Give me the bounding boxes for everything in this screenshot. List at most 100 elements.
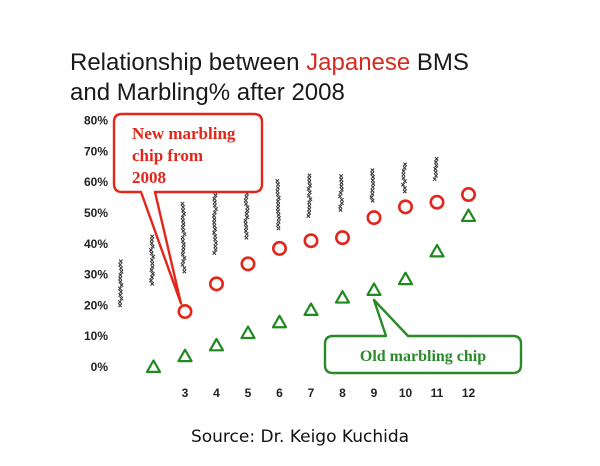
circle-marker <box>209 276 225 292</box>
y-axis: 0% 10% 20% 30% 40% 50% 60% 70% 80% <box>84 114 108 374</box>
triangle-marker <box>208 337 225 352</box>
cross-marker <box>243 222 248 227</box>
cross-marker <box>245 208 250 213</box>
callout-bubble <box>112 112 264 305</box>
y-tick-label: 20% <box>84 298 108 312</box>
title-part-1: Relationship between <box>70 49 307 76</box>
cross-marker <box>244 211 249 216</box>
cross-marker <box>213 247 218 252</box>
cross-marker <box>181 228 186 233</box>
y-tick-label: 80% <box>84 114 108 128</box>
cross-marker <box>213 193 218 198</box>
cross-marker <box>275 182 281 187</box>
cross-marker <box>243 201 249 206</box>
x-tick-label: 12 <box>462 386 476 400</box>
cross-marker <box>181 249 186 254</box>
triangle-marker <box>145 359 162 373</box>
cross-cluster <box>117 259 124 308</box>
y-tick-label: 0% <box>91 360 109 374</box>
cross-marker <box>370 185 375 190</box>
cross-marker <box>432 177 437 182</box>
new-chip-callout: New marbling chip from 2008 <box>112 112 264 305</box>
cross-marker <box>402 189 407 194</box>
triangle-marker <box>397 271 414 286</box>
cross-marker <box>149 258 154 263</box>
cross-marker <box>434 156 439 161</box>
cross-marker <box>212 210 217 215</box>
circle-markers <box>177 187 476 320</box>
cross-marker <box>433 173 439 178</box>
cross-marker <box>150 264 155 269</box>
cross-marker <box>213 240 218 245</box>
cross-marker <box>243 228 248 233</box>
cross-marker <box>180 235 185 240</box>
cross-marker <box>180 225 185 230</box>
cross-marker <box>118 293 123 298</box>
cross-marker <box>213 227 218 232</box>
cross-marker <box>244 232 249 237</box>
cross-marker <box>307 203 312 208</box>
cross-marker <box>182 255 187 261</box>
cross-marker <box>275 222 280 228</box>
cross-cluster <box>275 178 281 231</box>
cross-marker <box>401 172 406 177</box>
cross-marker <box>276 195 281 200</box>
cross-marker <box>306 214 311 219</box>
cross-marker <box>117 286 123 291</box>
cross-marker <box>339 197 344 202</box>
old-chip-callout: Old marbling chip <box>323 298 523 375</box>
cross-marker <box>434 163 439 168</box>
cross-marker <box>308 197 313 202</box>
cross-marker <box>180 215 185 220</box>
triangle-marker <box>177 348 193 363</box>
cross-marker <box>275 192 280 197</box>
x-tick-label: 6 <box>276 386 283 400</box>
cross-marker <box>339 180 344 185</box>
cross-marker <box>181 245 186 250</box>
cross-marker <box>370 188 375 193</box>
x-tick-label: 3 <box>182 386 189 400</box>
cross-marker <box>180 262 185 267</box>
cross-marker <box>307 176 312 181</box>
cross-marker <box>118 276 123 281</box>
cross-marker <box>339 184 344 189</box>
callout-text-line: Old marbling chip <box>360 348 486 365</box>
cross-marker <box>307 173 312 178</box>
cross-marker <box>337 194 343 199</box>
triangle-marker <box>240 325 256 340</box>
cross-marker <box>400 182 406 187</box>
title-part-3: BMS <box>410 49 469 76</box>
cross-marker <box>370 178 375 183</box>
cross-marker <box>244 235 249 240</box>
callouts: New marbling chip from 2008 Old marbling ch… <box>112 112 523 375</box>
cross-marker <box>181 205 186 210</box>
cross-marker <box>118 303 123 308</box>
cross-marker <box>149 237 154 242</box>
cross-marker <box>370 171 375 176</box>
cross-marker <box>401 169 406 174</box>
callout-text-line: chip from <box>132 146 203 165</box>
cross-marker <box>275 189 280 194</box>
triangle-markers <box>145 208 477 373</box>
x-tick-label: 9 <box>371 386 378 400</box>
circle-marker <box>397 199 413 215</box>
cross-marker <box>149 268 154 273</box>
cross-marker <box>213 237 218 242</box>
cross-marker <box>370 174 376 180</box>
cross-marker <box>275 209 280 214</box>
cross-marker <box>213 234 218 239</box>
cross-marker <box>402 165 407 170</box>
y-tick-label: 60% <box>84 175 108 189</box>
cross-marker <box>182 232 187 237</box>
cross-marker <box>213 244 218 249</box>
triangle-marker <box>303 302 319 316</box>
circle-marker <box>303 233 319 249</box>
cross-cluster <box>148 234 156 286</box>
x-tick-label: 7 <box>308 386 315 400</box>
circle-marker <box>240 256 256 272</box>
y-tick-label: 30% <box>84 268 108 282</box>
cross-marker <box>433 160 438 165</box>
cross-marker <box>181 208 186 213</box>
title-line-2: and Marbling% after 2008 <box>70 79 345 106</box>
cross-marker <box>180 252 185 257</box>
